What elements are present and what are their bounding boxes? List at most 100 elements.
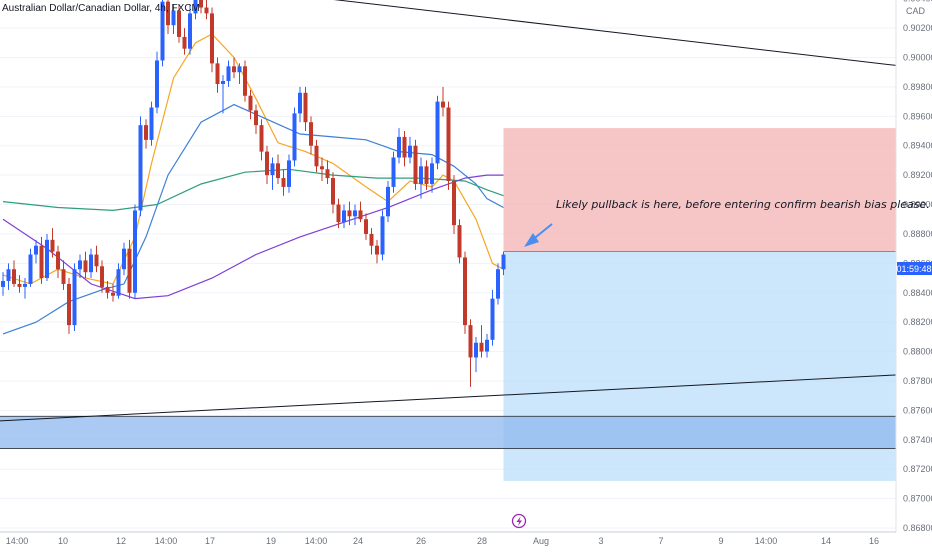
candle xyxy=(452,175,456,234)
time-tick-label: 16 xyxy=(869,536,879,546)
candle xyxy=(122,242,126,276)
time-tick-label: 24 xyxy=(353,536,363,546)
candle-body xyxy=(424,166,429,184)
candle xyxy=(111,283,115,302)
candle xyxy=(226,60,231,87)
candle-body xyxy=(193,0,198,14)
candle-body xyxy=(298,92,302,114)
candle-body xyxy=(221,81,225,84)
candle-body xyxy=(320,166,324,170)
candle-body xyxy=(479,342,484,352)
candle-body xyxy=(309,122,313,146)
time-tick-label: 14:00 xyxy=(755,536,778,546)
candle xyxy=(133,204,137,299)
candle xyxy=(441,86,445,117)
candle xyxy=(298,86,302,123)
time-tick-label: 10 xyxy=(58,536,68,546)
candle xyxy=(479,325,484,358)
price-tick-label: 0.86800 xyxy=(903,523,932,533)
candle xyxy=(353,204,357,226)
time-tick-label: Aug xyxy=(533,536,549,546)
time-tick-label: 19 xyxy=(266,536,276,546)
candle-body xyxy=(28,254,33,284)
candle xyxy=(309,116,313,155)
candle-body xyxy=(188,13,192,49)
candle-body xyxy=(12,269,16,284)
candle-body xyxy=(446,107,451,182)
time-axis[interactable]: 14:00 10 12 14:00 17 19 14:00 24 26 28 Aug 3 7 9 14:00… xyxy=(6,536,879,546)
candle xyxy=(496,263,500,305)
candle xyxy=(83,251,88,279)
candle xyxy=(474,336,478,373)
candle-body xyxy=(265,151,269,176)
candle-body xyxy=(314,145,319,167)
candle-body xyxy=(463,257,467,326)
candle xyxy=(171,4,176,34)
symbol-title[interactable]: Australian Dollar/Canadian Dollar, 4h, F… xyxy=(2,3,200,14)
candle-body xyxy=(490,298,495,340)
candle xyxy=(336,198,341,229)
candle-body xyxy=(122,248,126,270)
candle xyxy=(276,154,280,184)
candle-body xyxy=(292,113,297,161)
candle-body xyxy=(342,210,346,223)
candle xyxy=(204,0,209,20)
candle xyxy=(127,239,132,299)
candle-body xyxy=(199,0,203,8)
candle xyxy=(6,263,11,290)
candle-body xyxy=(457,225,462,258)
candle-body xyxy=(259,125,264,152)
candle-body xyxy=(336,204,341,223)
candle-body xyxy=(243,66,247,96)
candle-body xyxy=(204,7,209,14)
candle-body xyxy=(149,107,154,140)
candles xyxy=(1,0,506,387)
stop-zone xyxy=(503,128,896,252)
candle xyxy=(188,4,192,55)
candle xyxy=(408,136,412,164)
candle-body xyxy=(501,254,506,270)
candle-body xyxy=(435,101,440,164)
candle-body xyxy=(116,269,121,296)
candle xyxy=(61,260,66,290)
candle xyxy=(232,57,236,79)
candle xyxy=(430,157,434,193)
time-tick-label: 7 xyxy=(658,536,663,546)
candle xyxy=(320,157,324,182)
candle-body xyxy=(232,66,236,73)
price-tag-countdown: 01:59:48 xyxy=(896,264,931,274)
candle xyxy=(397,128,401,164)
candle-body xyxy=(34,245,38,255)
candle xyxy=(45,233,49,281)
candle-body xyxy=(171,10,176,26)
currency-label[interactable]: CAD xyxy=(906,6,926,16)
candle-body xyxy=(402,136,407,158)
candle-body xyxy=(6,269,11,281)
candle-body xyxy=(45,239,49,279)
candle-body xyxy=(215,63,220,84)
candle xyxy=(347,201,352,226)
candle-body xyxy=(254,110,258,126)
candle-body xyxy=(133,210,137,293)
candle-body xyxy=(127,248,132,293)
candle xyxy=(413,139,418,190)
candle xyxy=(221,75,225,114)
annotation-text[interactable]: Likely pullback is here, before entering… xyxy=(556,198,930,211)
candle xyxy=(457,219,462,264)
lightning-event-icon[interactable] xyxy=(511,513,527,529)
candle xyxy=(358,201,363,223)
candle xyxy=(303,86,308,132)
candle-body xyxy=(391,157,396,187)
annotation-arrow-icon[interactable] xyxy=(524,223,553,247)
candle xyxy=(149,101,154,146)
time-tick-label: 14 xyxy=(821,536,831,546)
candle-body xyxy=(23,283,27,287)
candle xyxy=(402,131,407,167)
